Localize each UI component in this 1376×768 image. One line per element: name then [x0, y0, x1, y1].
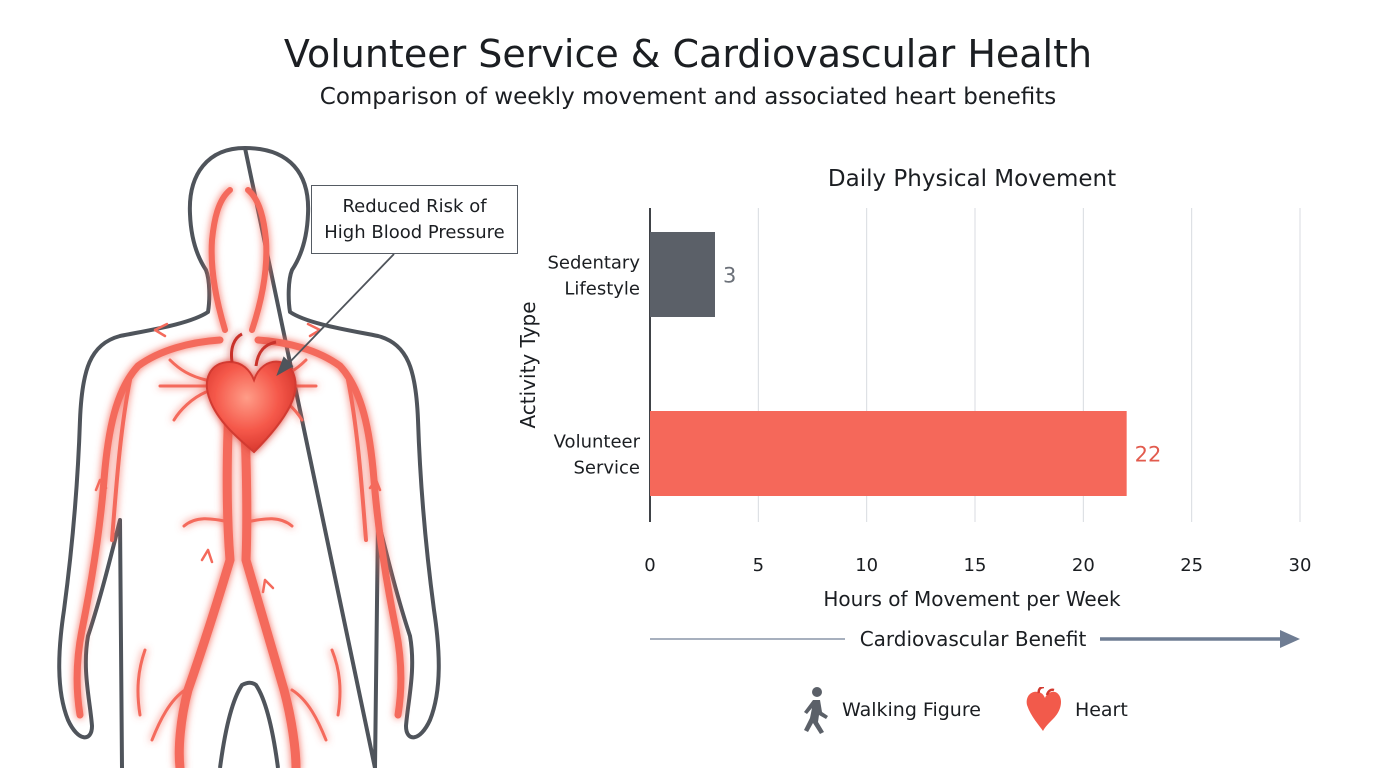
page-title: Volunteer Service & Cardiovascular Healt… [283, 32, 1093, 76]
body-outline [57, 146, 441, 768]
bar-value-label-1: 22 [1135, 443, 1162, 467]
callout-connector [276, 253, 395, 377]
benefit-arrow-head [1280, 630, 1300, 648]
x-tick-label-0: 0 [644, 555, 655, 576]
heart-organ [205, 332, 297, 454]
walking-figure-icon [804, 687, 828, 734]
category-label-1-line-0: Volunteer [554, 432, 641, 453]
benefit-arrow-label: Cardiovascular Benefit [860, 627, 1087, 651]
x-tick-label-10: 10 [855, 555, 878, 576]
flow-arrows [94, 322, 382, 594]
x-tick-label-25: 25 [1180, 555, 1203, 576]
heart-icon [1026, 687, 1061, 731]
chart-title: Daily Physical Movement [828, 166, 1116, 192]
page-subtitle: Comparison of weekly movement and associ… [319, 84, 1057, 110]
category-label-0-line-0: Sedentary [547, 253, 640, 274]
blood-vessels [73, 187, 405, 768]
x-tick-label-5: 5 [753, 555, 764, 576]
callout-line-2: High Blood Pressure [324, 221, 505, 243]
human-body-illustration [57, 146, 441, 768]
legend-item-walking: Walking Figure [800, 686, 981, 734]
category-label-1-line-1: Service [573, 458, 640, 479]
x-axis-label: Hours of Movement per Week [823, 587, 1121, 611]
x-tick-label-30: 30 [1289, 555, 1312, 576]
legend-label-heart: Heart [1074, 699, 1128, 721]
x-tick-label-20: 20 [1072, 555, 1095, 576]
legend-label-walking: Walking Figure [842, 699, 981, 721]
x-tick-label-15: 15 [964, 555, 987, 576]
y-axis-label: Activity Type [516, 301, 540, 428]
callout-line-1: Reduced Risk of [342, 195, 487, 217]
callout-box: Reduced Risk of High Blood Pressure [311, 185, 518, 254]
legend-item-heart: Heart [1023, 687, 1128, 733]
bar-value-label-0: 3 [723, 264, 736, 288]
bar-chart: Daily Physical Movement 3 Sedentary Lifesty… [516, 166, 1312, 651]
bar-1 [650, 411, 1127, 496]
bar-0 [650, 232, 715, 317]
category-label-0-line-1: Lifestyle [564, 279, 640, 300]
legend: Walking Figure Heart [800, 682, 1152, 738]
